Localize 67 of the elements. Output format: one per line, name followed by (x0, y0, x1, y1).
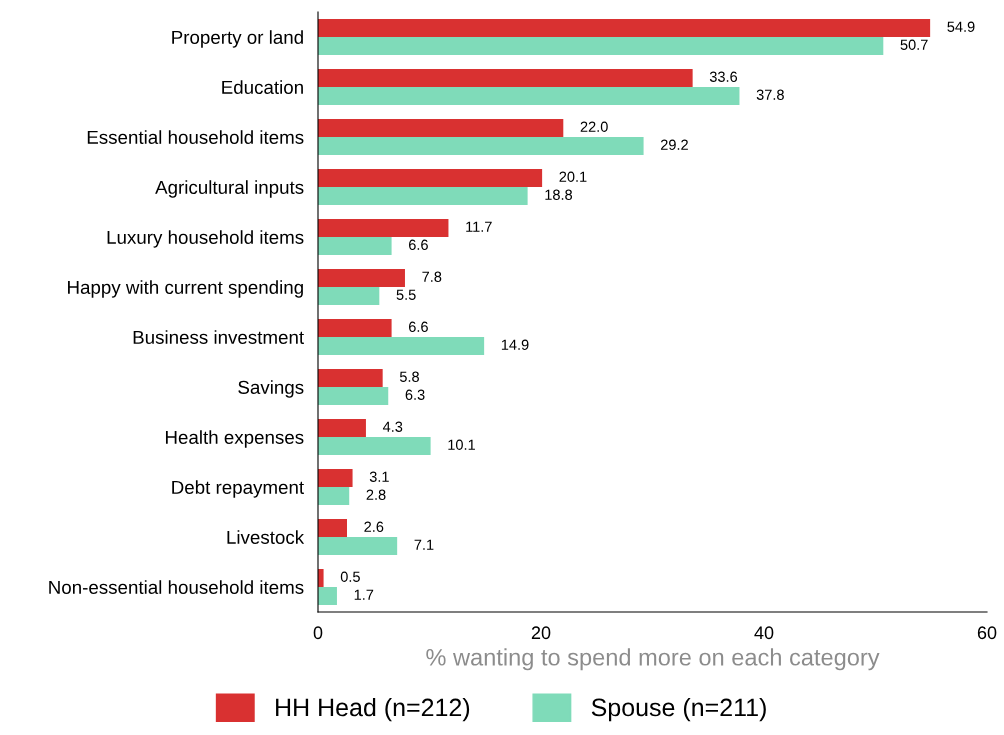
bar (318, 519, 347, 537)
y-tick-label: Education (222, 80, 303, 94)
x-tick-label: 60 (977, 626, 997, 640)
y-tick-label: Agricultural inputs (155, 180, 304, 198)
y-tick-label: Debt repayment (172, 480, 304, 498)
bar (318, 319, 392, 337)
data-label: 2.8 (366, 489, 386, 500)
y-tick-label: Health expenses (165, 430, 304, 448)
bar (318, 537, 398, 555)
y-tick-label: Livestock (227, 530, 305, 544)
data-label: 10.1 (448, 439, 475, 450)
data-label: 6.6 (409, 321, 428, 332)
bar (318, 337, 485, 355)
bar (318, 69, 693, 87)
bar (318, 237, 392, 255)
data-label: 5.5 (396, 289, 416, 300)
bar (318, 587, 337, 605)
data-label: 18.8 (545, 189, 573, 200)
bar (318, 119, 564, 137)
data-label: 54.9 (947, 21, 975, 32)
data-label: 7.8 (422, 271, 442, 282)
bar (318, 419, 366, 437)
data-label: 11.7 (466, 221, 492, 232)
y-tick-label: Luxury household items (107, 230, 304, 248)
data-label: 6.6 (409, 239, 428, 250)
bar (318, 219, 449, 237)
bar (318, 87, 740, 105)
bar (318, 137, 644, 155)
y-tick-label: Non-essential household items (49, 580, 304, 594)
bar (318, 437, 431, 455)
data-label: 50.7 (900, 39, 928, 50)
y-tick-label: Essential household items (87, 130, 304, 144)
y-tick-label: Happy with current spending (68, 280, 303, 298)
bar (318, 269, 405, 287)
data-label: 6.3 (405, 389, 425, 400)
x-tick-label: 20 (531, 626, 551, 640)
data-label: 22.0 (580, 121, 608, 132)
bar (318, 369, 383, 387)
bar (318, 187, 528, 205)
y-tick-label: Property or land (172, 30, 303, 48)
bar (318, 487, 350, 505)
bar (318, 569, 324, 587)
data-label: 20.1 (559, 171, 587, 182)
legend-label: Spouse (n=211) (591, 697, 766, 722)
data-label: 37.8 (756, 89, 784, 100)
data-label: 1.7 (354, 589, 374, 600)
bar (318, 37, 884, 55)
x-tick-label: 40 (754, 626, 774, 640)
x-axis-title: % wanting to spend more on each category (426, 648, 880, 671)
data-label: 4.3 (382, 421, 403, 432)
y-tick-label: Savings (238, 380, 304, 398)
data-label: 29.2 (660, 139, 688, 150)
bar (318, 19, 931, 37)
data-label: 14.9 (501, 339, 529, 350)
bar (318, 169, 543, 187)
x-tick-label: 0 (313, 626, 323, 640)
data-label: 2.6 (364, 521, 384, 532)
data-label: 3.1 (369, 471, 389, 482)
legend-label: HH Head (n=212) (276, 697, 470, 722)
y-tick-label: Business investment (133, 330, 304, 344)
data-label: 5.8 (399, 371, 419, 382)
data-label: 33.6 (709, 71, 738, 82)
bar (318, 387, 389, 405)
data-label: 0.5 (340, 571, 360, 582)
data-label: 7.1 (414, 539, 434, 550)
bar (318, 469, 353, 487)
bar (318, 287, 380, 305)
